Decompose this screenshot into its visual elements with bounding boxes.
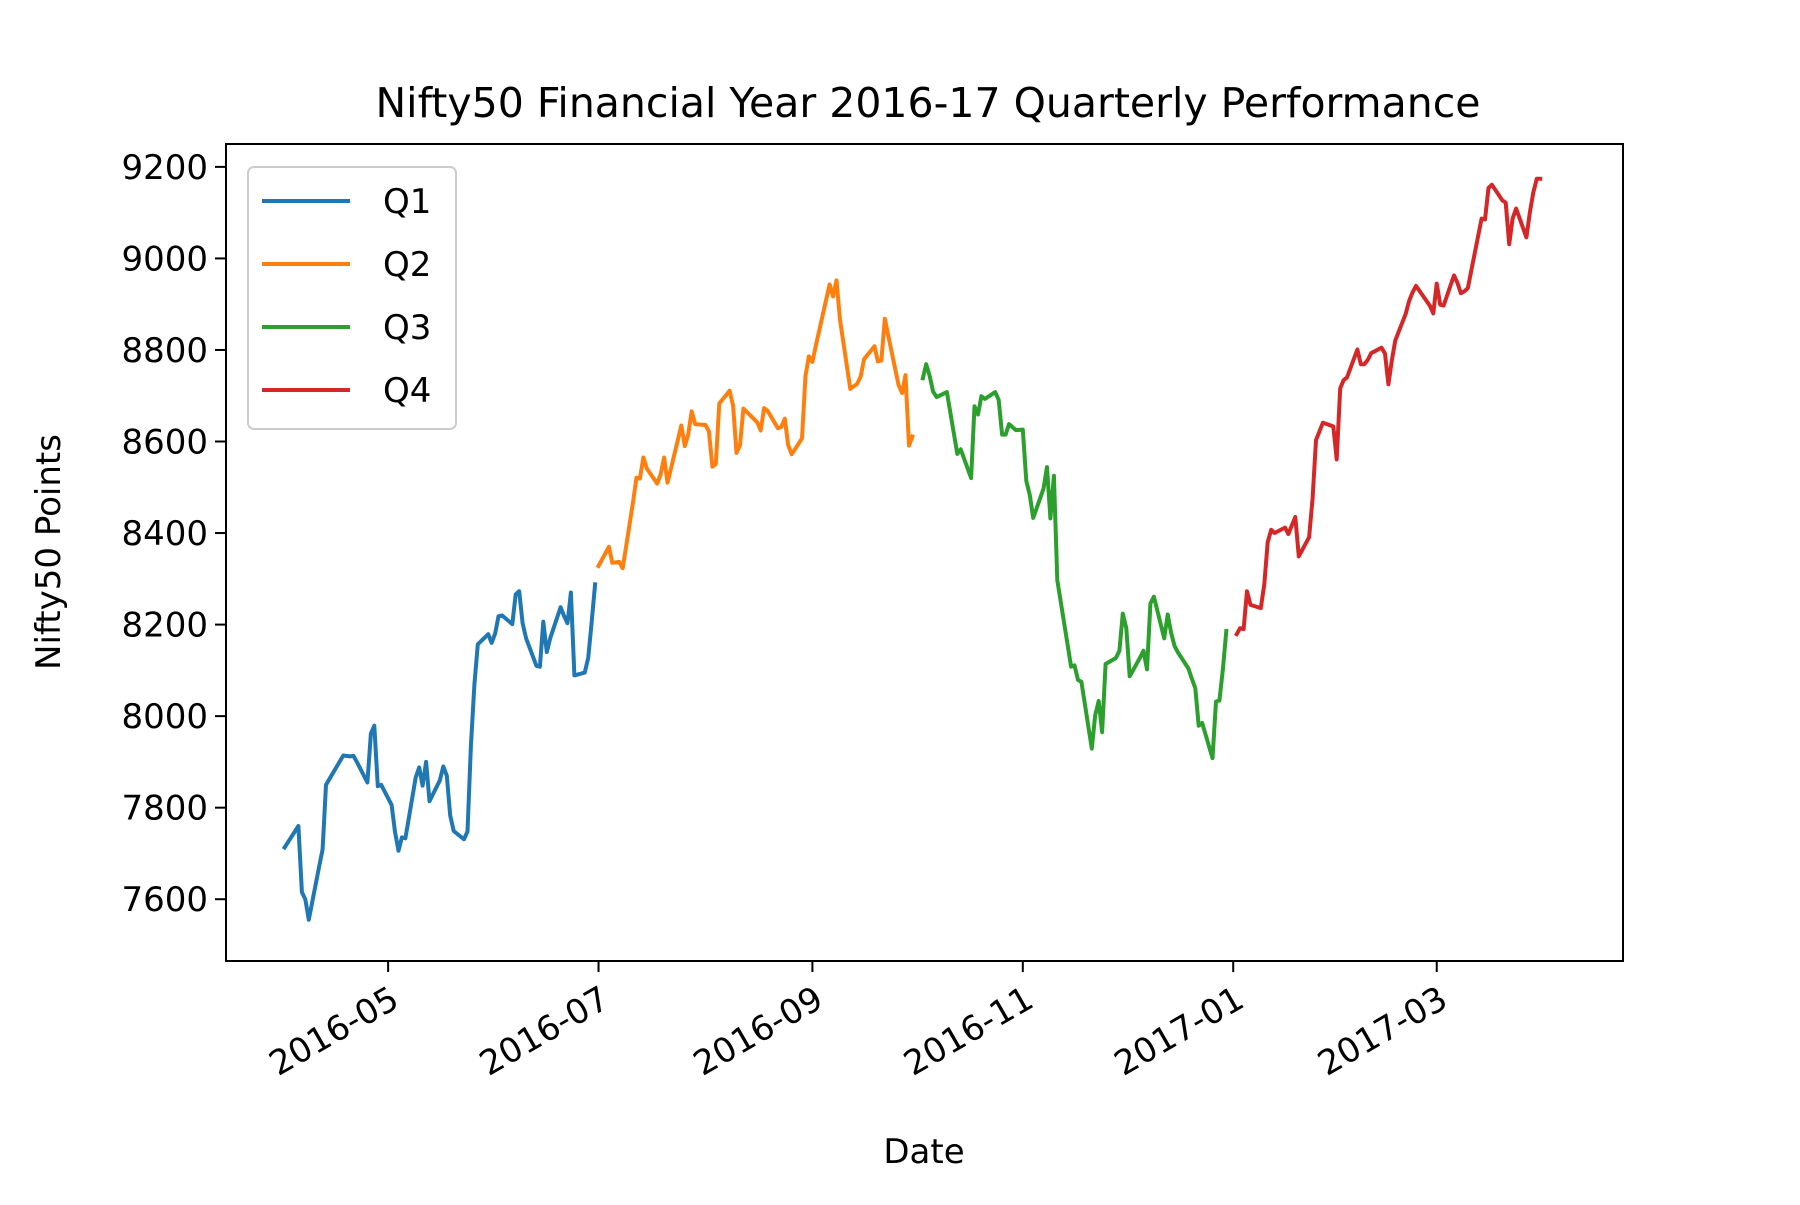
y-tick-label: 8600	[121, 423, 208, 463]
y-tick-label: 8400	[121, 514, 208, 554]
y-tick-label: 9200	[121, 148, 208, 188]
legend-label: Q4	[383, 371, 431, 411]
y-tick-label: 7600	[121, 880, 208, 920]
series-line-q2	[595, 278, 915, 571]
plot-area	[225, 143, 1624, 962]
y-tick-label: 8200	[121, 606, 208, 646]
y-tick-label: 7800	[121, 789, 208, 829]
series-line-q1	[281, 582, 598, 922]
legend-label: Q2	[383, 245, 431, 285]
y-tick-label: 8000	[121, 697, 208, 737]
legend: Q1 Q2 Q3 Q4	[247, 166, 457, 430]
y-tick-label: 9000	[121, 239, 208, 279]
series-line-q4	[1233, 176, 1543, 637]
series-line-q3	[920, 362, 1229, 761]
legend-box	[247, 166, 457, 430]
legend-label: Q1	[383, 182, 431, 222]
chart-title: Nifty50 Financial Year 2016-17 Quarterly…	[376, 79, 1481, 127]
legend-label: Q3	[383, 308, 431, 348]
series-lines	[281, 176, 1543, 922]
x-axis-label: Date	[883, 1132, 964, 1172]
y-axis: 7600 7800 8000 8200 8400 8600 8800 9000 9200	[121, 148, 226, 920]
y-axis-label: Nifty50 Points	[29, 434, 69, 670]
y-tick-label: 8800	[121, 331, 208, 371]
